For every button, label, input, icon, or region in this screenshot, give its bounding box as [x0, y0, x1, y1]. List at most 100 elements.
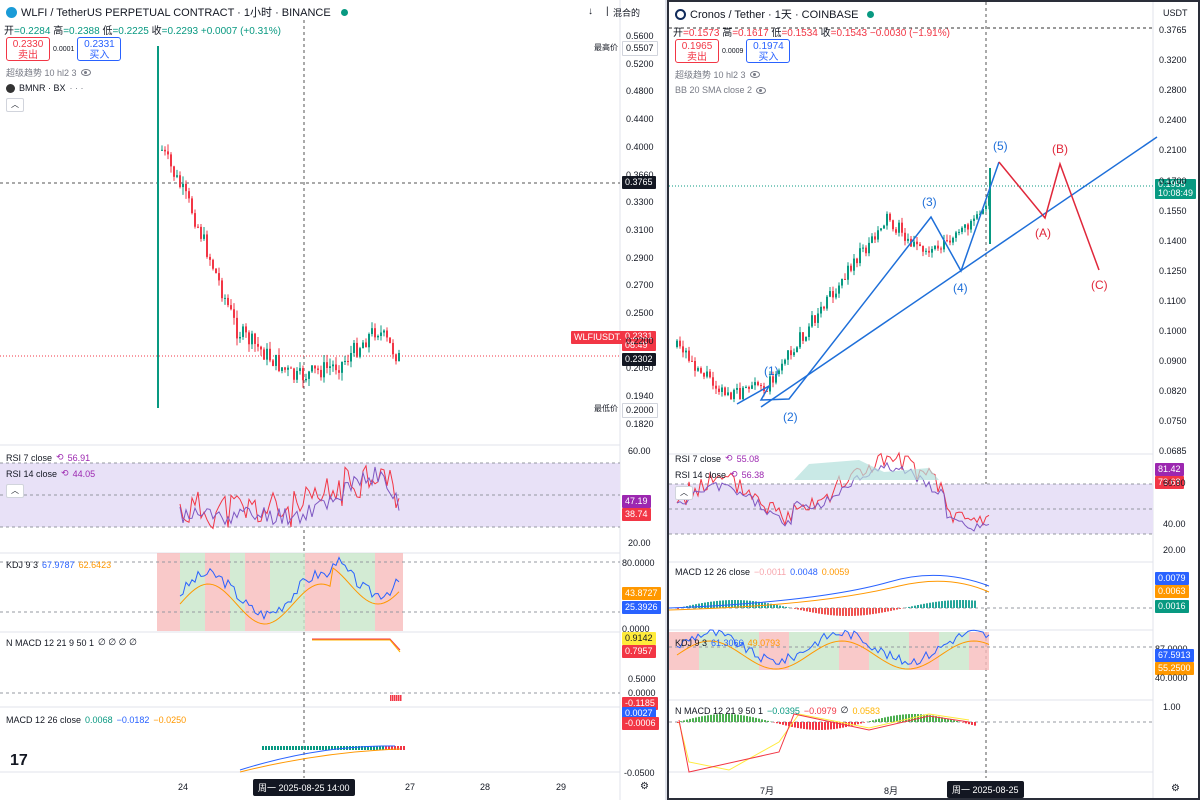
macd-hist	[818, 608, 820, 614]
macd-hist	[908, 606, 910, 608]
macd-hist	[959, 600, 961, 608]
left-chart-header: WLFI / TetherUS PERPETUAL CONTRACT · 1小时…	[6, 4, 348, 20]
candle-body	[826, 296, 828, 309]
sell-button[interactable]: 0.1965 卖出	[675, 39, 719, 63]
macd-hist	[923, 603, 925, 608]
rsi14-legend[interactable]: RSI 14 close ⟲ 56.38	[675, 469, 765, 480]
nmacd-hist	[677, 722, 679, 723]
macd-hist	[704, 602, 706, 608]
candle-body	[248, 332, 250, 345]
buy-button[interactable]: 0.1974 买入	[746, 39, 791, 63]
candle-body	[874, 236, 876, 240]
macd-legend[interactable]: MACD 12 26 close 0.0068 −0.0182 −0.0250	[6, 715, 187, 725]
macd-hist	[845, 608, 847, 616]
macd-legend[interactable]: MACD 12 26 close −0.0011 0.0048 0.0059	[675, 567, 850, 577]
macd-hist	[773, 604, 775, 608]
eye-hidden-icon[interactable]	[756, 86, 767, 94]
right-symbol-title[interactable]: Cronos / Tether · 1天 · COINBASE	[690, 9, 859, 21]
kdj-k-line	[179, 556, 400, 621]
macd-hist	[295, 746, 297, 750]
down-arrow-icon[interactable]: ↓	[588, 6, 593, 17]
rsi7-legend[interactable]: RSI 7 close ⟲ 55.08	[675, 453, 760, 464]
left-symbol-title[interactable]: WLFI / TetherUS PERPETUAL CONTRACT · 1小时…	[21, 7, 331, 19]
candle-body	[871, 236, 873, 243]
macd-hist	[394, 746, 396, 750]
right-chart-pane[interactable]: Cronos / Tether · 1天 · COINBASE USDT 开=0…	[667, 0, 1200, 800]
collapse-chevron-icon[interactable]: ︿	[675, 486, 693, 500]
candle-body	[197, 226, 199, 228]
indicator-bmnr[interactable]: BMNR · BX · · ·	[6, 83, 84, 93]
nmacd-legend[interactable]: N MACD 12 21 9 50 1 −0.0395 −0.0979 ∅ 0.0583	[675, 705, 881, 716]
pane-divider[interactable]	[665, 0, 667, 800]
nmacd-tag-1: 0.9142	[622, 632, 656, 645]
macd-hist	[812, 608, 814, 613]
candle-body	[715, 385, 717, 389]
candle-body	[182, 183, 184, 188]
left-chart-pane[interactable]: WLFI / TetherUS PERPETUAL CONTRACT · 1小时…	[0, 0, 665, 800]
nmacd-hist	[836, 722, 838, 729]
nmacd-hist	[857, 722, 859, 725]
right-chart-canvas[interactable]	[669, 2, 1198, 798]
indicator-bb[interactable]: BB 20 SMA close 2	[675, 85, 767, 95]
currency-label[interactable]: USDT	[1163, 8, 1188, 18]
candle-body	[745, 386, 747, 388]
rsi14-legend[interactable]: RSI 14 close ⟲ 44.05	[6, 468, 96, 479]
candle-body	[236, 317, 238, 339]
candle-body	[308, 371, 310, 379]
eye-hidden-icon[interactable]	[80, 69, 91, 76]
tradingview-logo[interactable]: 17	[10, 752, 28, 769]
macd-hist	[388, 746, 390, 750]
kdj-legend[interactable]: KDJ 9 3 67.9787 62.6423	[6, 560, 112, 570]
nmacd-hist	[941, 717, 943, 722]
scale-mode-menu[interactable]: 混合的	[613, 8, 641, 18]
nmacd-hist	[809, 722, 811, 730]
macd-hist	[800, 608, 802, 611]
candle-body	[805, 336, 807, 341]
macd-hist	[950, 600, 952, 608]
macd-hist	[821, 608, 823, 615]
candle-body	[694, 360, 696, 371]
candle-body	[332, 364, 334, 367]
macd-hist	[758, 601, 760, 608]
macd-hist	[770, 603, 772, 608]
left-chart-canvas[interactable]	[0, 0, 665, 800]
collapse-chevron-icon[interactable]: ︿	[6, 98, 24, 112]
candle-body	[335, 364, 337, 371]
eye-hidden-icon[interactable]	[749, 71, 760, 78]
candle-body	[194, 213, 196, 227]
settings-gear-icon[interactable]: ⚙	[1171, 783, 1180, 794]
candle-body	[904, 232, 906, 241]
candle-body	[790, 350, 792, 356]
nmacd-legend[interactable]: N MACD 12 21 9 50 1 ∅ ∅ ∅ ∅	[6, 637, 137, 648]
macd-hist	[364, 746, 366, 750]
sell-button[interactable]: 0.2330 卖出	[6, 37, 50, 61]
macd-hist	[313, 746, 315, 750]
macd-hist	[752, 601, 754, 608]
nmacd-hist	[929, 715, 931, 722]
indicator-supertrend[interactable]: 超级趋势 10 hl2 3	[675, 68, 760, 81]
price-axis-label: 0.2500	[626, 308, 654, 318]
indicator-supertrend[interactable]: 超级趋势 10 hl2 3	[6, 66, 91, 79]
collapse-chevron-icon[interactable]: ︿	[6, 484, 24, 498]
kdj-zone	[180, 553, 205, 631]
candle-body	[901, 222, 903, 233]
time-label-24: 24	[178, 782, 189, 792]
candle-body	[976, 214, 978, 219]
rsi-axis-60: 60.00	[628, 446, 651, 456]
rsi-axis-40: 40.00	[1163, 519, 1186, 529]
macd-hist	[971, 600, 973, 608]
candle-body	[751, 385, 753, 389]
price-axis-label: 0.2800	[1159, 85, 1187, 96]
candle-body	[898, 222, 900, 233]
kdj-zone	[789, 632, 839, 670]
kdj-legend[interactable]: KDJ 9 3 61.3066 49.0793	[675, 638, 781, 648]
macd-hist	[833, 608, 835, 616]
settings-gear-icon[interactable]: ⚙	[640, 781, 649, 792]
kdj-zone	[245, 553, 270, 631]
buy-button[interactable]: 0.2331 买入	[77, 37, 122, 61]
macd-hist	[400, 746, 402, 750]
rsi-axis-60: 60.00	[1163, 478, 1186, 488]
rsi7-legend[interactable]: RSI 7 close ⟲ 56.91	[6, 452, 91, 463]
high-price-tag: 0.5507	[622, 41, 658, 56]
candle-body	[218, 273, 220, 281]
